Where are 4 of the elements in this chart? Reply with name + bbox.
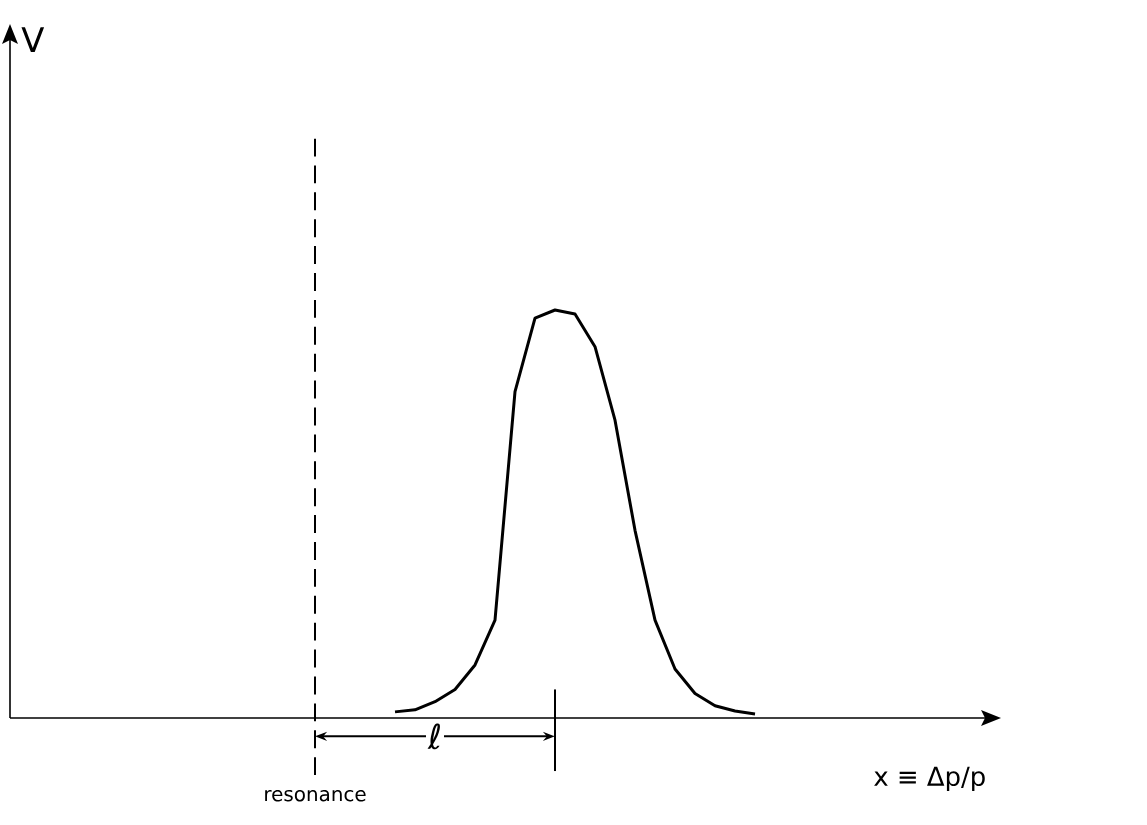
text: resonance <box>265 789 366 802</box>
x-axis-title: x ≡ Δp/p <box>874 766 985 792</box>
text: V <box>21 27 45 52</box>
text: ℓ <box>427 723 440 750</box>
